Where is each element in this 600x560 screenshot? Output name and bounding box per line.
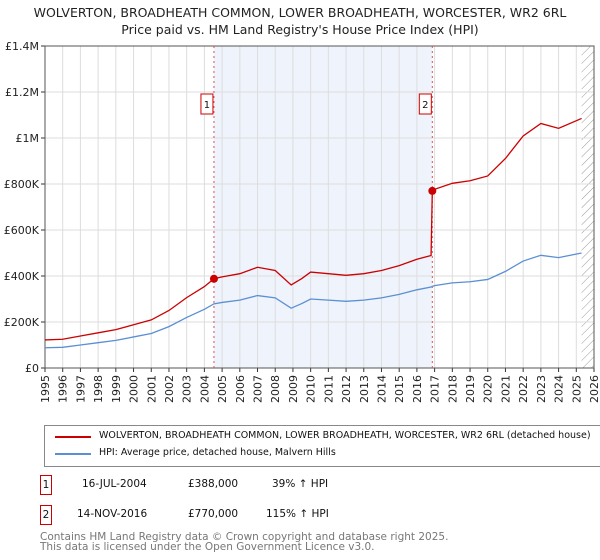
x-tick-label: 2011 (322, 375, 335, 403)
x-tick-label: 2012 (340, 375, 353, 403)
x-tick-label: 2010 (305, 375, 318, 403)
x-tick-label: 2024 (553, 375, 566, 403)
x-tick-label: 2002 (163, 375, 176, 403)
x-tick-label: 2022 (517, 375, 530, 403)
x-tick-label: 2004 (198, 375, 211, 403)
y-tick-label: £400K (4, 270, 40, 283)
x-tick-label: 2025 (570, 375, 583, 403)
x-tick-label: 2008 (269, 375, 282, 403)
x-tick-label: 2021 (499, 375, 512, 403)
hpi-line (44, 252, 582, 349)
x-tick-label: 1998 (92, 375, 105, 403)
x-tick-label: 2000 (128, 375, 141, 403)
legend: WOLVERTON, BROADHEATH COMMON, LOWER BROA… (44, 425, 600, 467)
y-tick-label: £200K (4, 316, 40, 329)
x-tick-label: 2001 (145, 375, 158, 403)
sale-badge: 1 (40, 475, 52, 495)
x-tick-label: 2018 (446, 375, 459, 403)
x-tick-label: 2019 (464, 375, 477, 403)
sale-label: 2 (422, 100, 428, 111)
x-tick-label: 2005 (216, 375, 229, 403)
x-tick-label: 1996 (57, 375, 70, 403)
x-tick-label: 2023 (535, 375, 548, 403)
footer: Contains HM Land Registry data © Crown c… (40, 531, 449, 553)
y-tick-label: £1.4M (5, 40, 39, 53)
price-line (44, 117, 582, 341)
x-tick-label: 1995 (39, 375, 52, 403)
x-tick-label: 2026 (588, 375, 600, 403)
sale-label: 1 (204, 100, 210, 111)
x-tick-label: 2017 (429, 375, 442, 403)
x-tick-label: 2014 (375, 375, 388, 403)
y-tick-label: £1.2M (5, 86, 39, 99)
plot-frame (44, 45, 595, 369)
sale-badge: 2 (40, 505, 52, 525)
sale-period-shading (213, 46, 433, 368)
sale-label-box (418, 93, 432, 115)
x-tick-label: 2003 (181, 375, 194, 403)
x-tick-label: 2020 (482, 375, 495, 403)
x-tick-label: 1997 (74, 375, 87, 403)
price-chart: 1995 1996 1997 1998 1999 2000 2001 2002 2003 2004… (4, 40, 600, 403)
y-tick-label: £1M (16, 132, 40, 145)
legend-swatch-blue (55, 453, 91, 455)
legend-swatch-red (55, 436, 91, 438)
y-tick-label: £0 (25, 362, 39, 375)
x-tick-label: 2016 (411, 375, 424, 403)
forecast-hatch (581, 46, 594, 368)
sale-label-box (200, 93, 214, 115)
chart-subtitle: Price paid vs. HM Land Registry's House … (121, 22, 479, 37)
y-tick-label: £800K (4, 178, 40, 191)
sale-point (428, 186, 437, 195)
y-tick-label: £600K (4, 224, 40, 237)
x-tick-label: 2009 (287, 375, 300, 403)
x-tick-label: 2013 (358, 375, 371, 403)
x-tick-label: 2007 (252, 375, 265, 403)
chart-title: WOLVERTON, BROADHEATH COMMON, LOWER BROA… (33, 5, 567, 20)
sale-point (209, 274, 218, 283)
x-tick-label: 2006 (234, 375, 247, 403)
x-tick-label: 1999 (110, 375, 123, 403)
x-tick-label: 2015 (393, 375, 406, 403)
